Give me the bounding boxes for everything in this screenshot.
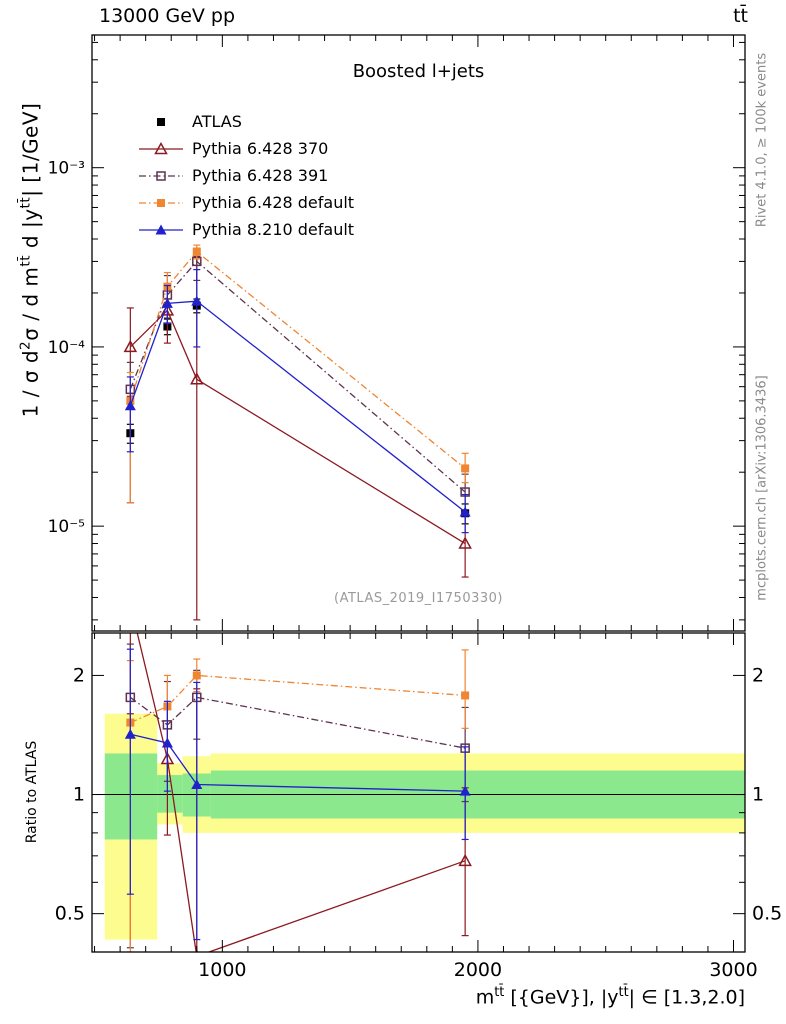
rivet-version-note: Rivet 4.1.0, ≥ 100k events <box>754 52 770 228</box>
label-text: [{GeV}], |y <box>504 986 619 1009</box>
mcplots-credit-note: mcplots.cern.ch [arXiv:1306.3436] <box>754 375 770 601</box>
legend-label: Pythia 6.428 default <box>192 193 355 212</box>
legend-item-pythia-8-210-default: Pythia 8.210 default <box>138 216 354 243</box>
ratio-y-tick-label-left: 2 <box>73 664 85 686</box>
legend-marker-pythia-6-428-default <box>139 198 183 207</box>
main-y-tick-label: 10⁻⁵ <box>48 517 85 537</box>
inner-uncertainty-band <box>157 775 183 813</box>
x-tick-label: 3000 <box>709 959 757 981</box>
legend-marker-pythia-6-428-370 <box>139 141 183 154</box>
ratio-y-tick-label-left: 1 <box>73 784 85 806</box>
process-title: tt̄ <box>733 5 748 27</box>
axes-frame <box>91 34 746 953</box>
beam-energy-title: 13000 GeV pp <box>99 5 236 27</box>
series-pythia-6-428-370-main <box>123 255 472 621</box>
legend-marker-atlas <box>157 117 165 126</box>
ratio-y-tick-label-right: 2 <box>752 664 764 686</box>
legend-label: Pythia 8.210 default <box>192 220 355 239</box>
x-tick-label: 2000 <box>454 959 502 981</box>
legend-label: Pythia 6.428 370 <box>192 139 329 158</box>
label-superscript: tt̄ <box>17 254 34 267</box>
legend-item-pythia-6-428-default: Pythia 6.428 default <box>138 189 354 216</box>
data-uncertainty-bands <box>92 713 745 940</box>
legend-label: ATLAS <box>192 112 242 131</box>
ratio-y-tick-label-right: 1 <box>752 784 764 806</box>
ratio-y-axis-label: Ratio to ATLAS <box>24 740 40 844</box>
legend-label: Pythia 6.428 391 <box>192 166 329 185</box>
label-superscript: 2 <box>17 340 34 350</box>
legend-item-pythia-6-428-370: Pythia 6.428 370 <box>138 135 354 162</box>
main-y-axis-label: 1 / σ d2σ / d mtt̄ d |ytt̄| [1/GeV] <box>17 102 43 418</box>
x-tick-label: 1000 <box>198 959 246 981</box>
series-pythia-8-210-default-ratio <box>124 648 471 941</box>
ratio-y-tick-label-right: 0.5 <box>752 903 782 925</box>
main-y-tick-label: 10⁻⁴ <box>48 338 86 358</box>
label-text: m <box>475 986 495 1009</box>
label-superscript: tt̄ <box>494 985 505 1000</box>
label-superscript: tt̄ <box>618 985 629 1000</box>
tick-labels: 10⁻³ 10⁻⁴ 10⁻⁵ 0.5 0.5 1 1 2 2 1000 2000 3000 <box>48 159 783 981</box>
label-superscript: tt̄ <box>17 196 34 209</box>
label-text: | ∈ [1.3,2.0] <box>628 986 745 1009</box>
axis-ticks <box>92 35 745 952</box>
legend-item-atlas: ATLAS <box>138 108 354 135</box>
series-pythia-8-210-default-main <box>124 269 471 534</box>
main-y-tick-label: 10⁻³ <box>48 159 85 179</box>
inner-uncertainty-band <box>104 753 158 840</box>
ratio-y-tick-label-left: 0.5 <box>55 903 85 925</box>
legend-item-pythia-6-428-391: Pythia 6.428 391 <box>138 162 354 189</box>
label-text: d |y <box>18 208 43 255</box>
label-text: | [1/GeV] <box>18 102 43 197</box>
x-axis-label: mtt̄ [{GeV}], |ytt̄| ∈ [1.3,2.0] <box>476 985 745 1008</box>
legend-marker-pythia-6-428-391 <box>139 170 183 181</box>
legend-marker-pythia-8-210-default <box>139 224 183 234</box>
label-text: σ / d m <box>18 266 43 341</box>
label-text: 1 / σ d <box>18 349 43 418</box>
analysis-id-watermark: (ATLAS_2019_I1750330) <box>334 591 503 606</box>
observable-title: Boosted l+jets <box>352 61 485 82</box>
legend: ATLAS Pythia 6.428 370 Pythia 6.428 391 Pyt… <box>138 108 354 243</box>
